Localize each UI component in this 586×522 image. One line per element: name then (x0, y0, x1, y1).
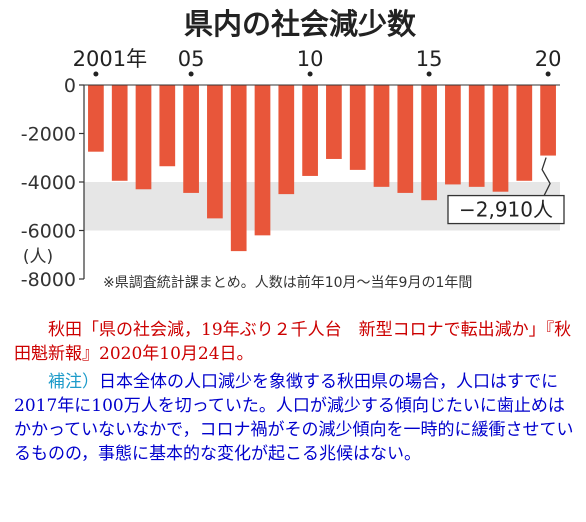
bar-2006 (207, 85, 223, 219)
source-text: 秋田「県の社会減，19年ぶり２千人台 新型コロナで転出減か」『秋田魁新報』202… (14, 320, 572, 364)
chart-title: 県内の社会減少数 (184, 7, 417, 41)
bar-2007 (230, 85, 247, 252)
y-axis-label: (人) (23, 247, 53, 267)
bar-2015 (421, 85, 437, 201)
y-axis: 0 -2000 -4000 -6000 -8000 (21, 75, 560, 291)
y-tick-label: -4000 (21, 172, 76, 194)
bar-2008 (254, 85, 271, 236)
x-tick-label: 2001年 (73, 47, 147, 71)
callout-leader (541, 157, 551, 196)
x-tick-dot (307, 71, 313, 77)
note-text: 日本全体の人口減少を象徴する秋田県の場合，人口はすでに2017年に100万人を切… (14, 372, 574, 464)
bar-2020 (540, 85, 556, 156)
bar-2001 (88, 85, 104, 152)
bar-2004 (159, 85, 176, 167)
x-tick-label: 10 (297, 47, 324, 71)
y-tick-label: 0 (64, 75, 76, 97)
y-tick-label: -2000 (21, 124, 76, 146)
callout-label: −2,910人 (459, 198, 553, 222)
bar-2018 (492, 85, 509, 192)
bar-2010 (302, 85, 318, 176)
x-tick-dot (426, 71, 432, 77)
note-label: 補注） (48, 372, 99, 392)
x-tick-dot (188, 71, 194, 77)
x-axis: 2001年 05 10 15 20 (73, 47, 562, 77)
x-tick-label: 05 (178, 47, 205, 71)
callout-box (447, 194, 565, 225)
y-tick-label: -8000 (21, 269, 76, 291)
bar-2002 (111, 85, 128, 181)
x-tick-label: 20 (535, 47, 562, 71)
bar-2003 (135, 85, 152, 190)
x-tick-dot (545, 71, 551, 77)
note-caption: 補注）日本全体の人口減少を象徴する秋田県の場合，人口はすでに2017年に100万… (14, 370, 576, 466)
bar-2016 (445, 85, 461, 185)
bar-chart: 県内の社会減少数 0 -2000 -4000 -6000 -8000 2001年 05 10… (21, 7, 565, 291)
bar-2011 (326, 85, 342, 159)
source-caption: 秋田「県の社会減，19年ぶり２千人台 新型コロナで転出減か」『秋田魁新報』202… (14, 318, 576, 366)
bars-group (88, 85, 556, 252)
x-tick-label: 15 (416, 47, 443, 71)
x-tick-dot (93, 71, 99, 77)
callout: −2,910人 (447, 157, 565, 225)
bar-2014 (397, 85, 414, 193)
bar-2013 (373, 85, 390, 187)
bar-2005 (183, 85, 199, 193)
chart-note: ※県調査統計課まとめ。人数は前年10月〜当年9月の1年間 (103, 274, 472, 291)
bar-2012 (349, 85, 366, 170)
y-tick-label: -6000 (21, 221, 76, 243)
bar-2009 (278, 85, 295, 195)
bar-2017 (468, 85, 485, 187)
bar-2019 (516, 85, 533, 181)
